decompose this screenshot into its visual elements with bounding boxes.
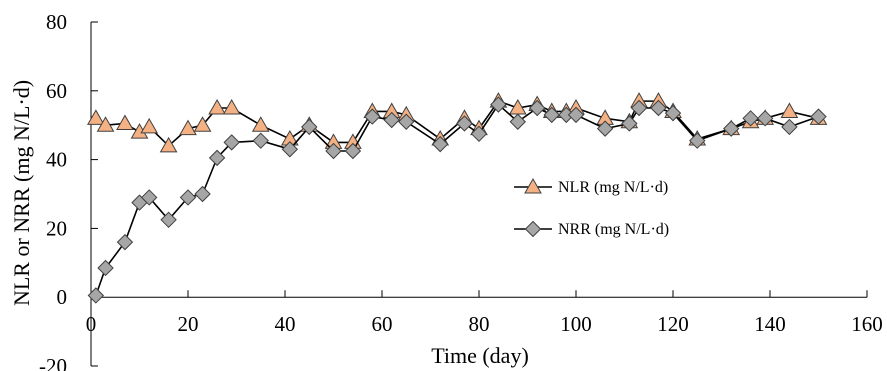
data-point	[756, 110, 774, 127]
legend-label: NLR (mg N/L·d)	[558, 179, 668, 196]
y-axis-title: NLR or NRR (mg N/L·d)	[9, 80, 34, 306]
x-axis-title: Time (day)	[431, 343, 529, 368]
data-point	[252, 132, 269, 149]
x-tick-label: 160	[851, 312, 883, 336]
data-point	[490, 96, 507, 113]
x-tick-label: 0	[86, 312, 97, 336]
data-point	[251, 116, 270, 132]
data-point	[664, 104, 682, 122]
data-point	[86, 109, 105, 125]
data-point	[325, 142, 342, 160]
data-point	[223, 134, 240, 151]
data-point	[97, 259, 114, 277]
data-point	[87, 287, 105, 304]
y-tick-label: 20	[46, 216, 67, 240]
axes: -20 0 20 40 60 80 0 20 40 60 80 100 120 140 160	[39, 10, 883, 371]
data-point	[650, 99, 667, 117]
data-point	[470, 125, 488, 143]
series-nrr	[87, 96, 827, 304]
data-point	[344, 142, 362, 160]
data-point	[528, 99, 546, 117]
data-point	[222, 98, 241, 115]
x-tick-label: 60	[372, 312, 393, 336]
data-point	[780, 102, 799, 118]
data-point	[208, 98, 226, 115]
y-tick-label: 80	[46, 10, 67, 34]
data-point	[630, 99, 648, 117]
data-point	[689, 132, 706, 149]
data-point	[208, 149, 226, 167]
legend-label: NRR (mg N/L·d)	[558, 221, 669, 238]
data-point	[509, 113, 527, 130]
y-tick-label: 60	[46, 79, 67, 103]
x-tick-label: 40	[275, 312, 296, 336]
data-point	[621, 115, 638, 132]
data-point	[159, 136, 178, 153]
data-point	[140, 189, 158, 206]
series-layer	[86, 92, 828, 304]
y-tick-label: 40	[46, 148, 67, 172]
data-point	[742, 110, 759, 127]
data-point	[431, 135, 449, 153]
legend: NLR (mg N/L·d) NRR (mg N/L·d)	[514, 177, 669, 238]
data-point	[96, 116, 115, 132]
legend-marker	[524, 177, 542, 194]
series-nlr	[86, 92, 828, 153]
data-point	[383, 111, 400, 129]
data-point	[116, 114, 134, 130]
y-tick-label: 0	[57, 285, 68, 309]
x-tick-label: 20	[178, 312, 199, 336]
data-point	[160, 211, 177, 229]
x-tick-label: 100	[560, 312, 592, 336]
legend-item: NRR (mg N/L·d)	[514, 220, 669, 238]
legend-marker	[524, 220, 542, 238]
data-point	[596, 120, 614, 137]
data-point	[364, 108, 381, 125]
x-tick-label: 80	[469, 312, 490, 336]
legend-item: NLR (mg N/L·d)	[514, 177, 668, 196]
y-tick-label: -20	[39, 354, 67, 371]
data-point	[456, 115, 473, 132]
data-point	[567, 106, 585, 124]
data-point	[194, 185, 211, 203]
data-point	[722, 120, 740, 137]
data-point	[543, 106, 560, 124]
data-point	[301, 118, 318, 136]
data-point	[140, 117, 159, 134]
data-point	[179, 119, 197, 136]
data-point	[810, 108, 827, 125]
x-tick-label: 120	[657, 312, 689, 336]
data-point	[781, 118, 798, 136]
data-point	[193, 116, 212, 132]
data-point	[116, 233, 134, 251]
data-point	[281, 141, 299, 158]
x-tick-label: 140	[754, 312, 786, 336]
data-point	[179, 189, 197, 206]
data-point	[398, 113, 415, 130]
